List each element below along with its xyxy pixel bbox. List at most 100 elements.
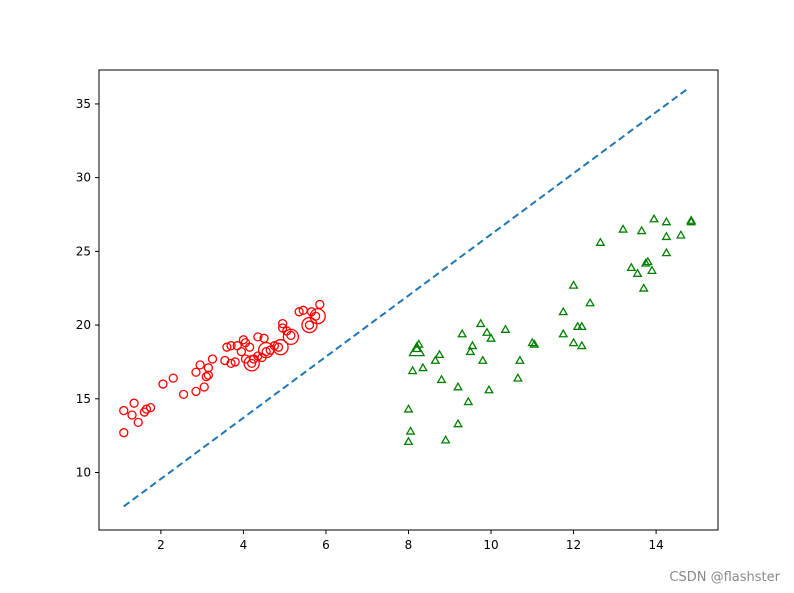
circle-point <box>226 358 236 369</box>
circle-point <box>269 341 280 351</box>
triangle-point <box>686 215 697 224</box>
circle-point <box>286 330 296 341</box>
triangle-point <box>403 404 414 413</box>
triangle-point <box>626 262 637 272</box>
circle-point <box>222 342 232 352</box>
triangle-point <box>418 362 428 372</box>
triangle-point <box>686 216 697 226</box>
triangle-point <box>482 327 492 336</box>
triangle-point <box>595 237 606 246</box>
data-points <box>119 213 697 446</box>
y-tick-label: 15 <box>76 392 91 406</box>
y-tick-label: 35 <box>76 97 91 111</box>
circle-point <box>273 342 284 352</box>
triangle-point <box>558 328 569 338</box>
triangle-point <box>434 349 445 359</box>
x-tick-label: 8 <box>405 538 413 552</box>
triangle-point <box>515 355 525 364</box>
circle-point <box>304 320 315 330</box>
triangle-point <box>558 306 569 316</box>
circle-point <box>201 372 211 382</box>
y-tick-label: 10 <box>76 466 91 480</box>
plot-frame <box>98 69 719 531</box>
triangle-point <box>500 324 511 333</box>
triangle-point <box>618 224 628 233</box>
y-tick-label: 30 <box>76 171 91 185</box>
triangle-point <box>568 280 579 289</box>
decision-boundary <box>123 86 690 508</box>
circle-point <box>191 367 201 377</box>
circle-point <box>244 342 255 352</box>
circle-point <box>230 357 240 367</box>
circle-point-large <box>243 355 260 372</box>
boundary-line <box>123 86 690 508</box>
circle-point <box>261 346 271 357</box>
triangle-point <box>576 340 587 350</box>
x-tick-label: 6 <box>322 538 330 552</box>
circle-point <box>119 428 129 438</box>
triangle-point <box>512 373 523 382</box>
triangle-point <box>649 213 659 223</box>
triangle-point <box>403 436 414 446</box>
circle-point-large <box>309 308 326 325</box>
triangle-point <box>407 365 418 375</box>
axis-ticks: 2 4 6 8 10 12 14 10 15 20 25 30 35 <box>76 97 664 552</box>
triangle-point <box>642 256 653 266</box>
triangle-point <box>647 265 657 274</box>
triangle-point <box>661 247 672 257</box>
triangle-point <box>457 328 468 338</box>
circle-point <box>203 363 214 373</box>
circle-point <box>168 373 178 383</box>
triangle-point <box>430 355 441 364</box>
triangle-point <box>661 231 672 241</box>
circle-point <box>191 386 201 397</box>
triangle-point <box>529 339 540 348</box>
circle-point <box>178 389 189 400</box>
circle-point-large <box>301 316 318 334</box>
triangle-point <box>467 340 478 350</box>
circle-point <box>277 318 288 329</box>
triangle-point <box>475 318 486 328</box>
triangle-point <box>638 283 649 292</box>
triangle-point <box>585 297 595 307</box>
triangle-point <box>465 346 476 356</box>
circle-point <box>141 404 152 414</box>
triangle-point-large <box>408 341 426 357</box>
triangle-point <box>436 374 447 384</box>
watermark: CSDN @flashster <box>669 570 780 585</box>
circle-point <box>129 398 139 408</box>
x-tick-label: 4 <box>240 538 248 552</box>
triangle-point <box>463 396 474 406</box>
circle-point <box>199 382 209 392</box>
circle-point <box>315 299 325 310</box>
circle-point <box>226 341 236 351</box>
circle-point-large <box>282 328 300 346</box>
circle-point-large <box>272 339 289 356</box>
circle-point <box>247 358 257 369</box>
triangle-point <box>484 384 494 394</box>
circle-point <box>294 307 304 317</box>
y-tick-label: 25 <box>76 244 91 258</box>
triangle-point <box>636 225 647 235</box>
circle-point <box>133 417 143 428</box>
triangle-point <box>640 258 651 267</box>
circle-point <box>158 379 168 389</box>
circle-point <box>253 332 263 342</box>
y-tick-label: 20 <box>76 318 91 332</box>
triangle-point <box>576 321 587 331</box>
circle-point <box>207 354 218 364</box>
circle-point <box>236 346 247 357</box>
triangle-point <box>411 343 422 353</box>
triangle-point <box>486 333 496 342</box>
triangle-point <box>405 426 416 435</box>
triangle-point <box>453 381 463 391</box>
triangle-point <box>661 216 672 226</box>
triangle-point <box>675 230 686 239</box>
triangle-point <box>440 434 451 444</box>
triangle-point <box>477 355 488 364</box>
triangle-point <box>453 418 463 428</box>
triangle-point <box>527 337 538 347</box>
circle-point <box>145 402 156 413</box>
circle-point <box>119 405 129 416</box>
x-tick-label: 12 <box>566 538 581 552</box>
